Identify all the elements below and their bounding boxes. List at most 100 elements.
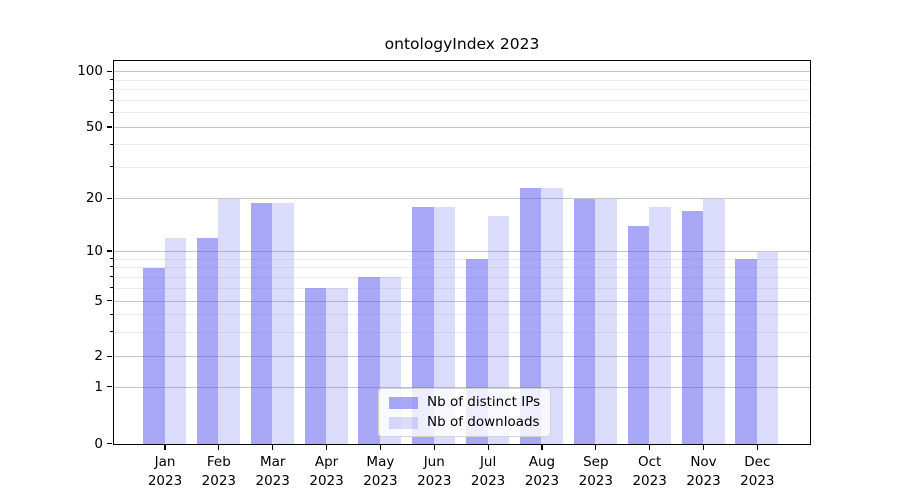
bar-nb-of-distinct-ips-may [358, 277, 380, 444]
bar-nb-of-downloads-jan [164, 237, 186, 444]
y-axis-label-20: 20 [85, 190, 103, 207]
gridline-minor-9 [114, 258, 810, 260]
bar-nb-of-distinct-ips-dec [735, 259, 757, 444]
gridline-minor-80 [114, 89, 810, 91]
y-tick-20 [106, 197, 112, 199]
x-axis-label-dec: Dec 2023 [740, 454, 775, 489]
y-minortick-60 [109, 111, 113, 113]
gridline-minor-6 [114, 287, 810, 289]
x-axis-label-feb: Feb 2023 [201, 454, 237, 489]
y-minortick-6 [109, 287, 113, 289]
x-tick-sep [595, 445, 597, 450]
x-axis-label-sep: Sep 2023 [578, 454, 613, 489]
x-tick-dec [756, 445, 758, 450]
x-axis-label-jun: Jun 2023 [417, 454, 452, 489]
y-tick-10 [106, 250, 112, 252]
bar-nb-of-distinct-ips-mar [250, 202, 273, 444]
x-tick-mar [272, 445, 274, 450]
legend-row-nb-of-downloads: Nb of downloads [389, 414, 540, 431]
bar-nb-of-downloads-oct [649, 206, 671, 444]
bar-nb-of-downloads-apr [326, 288, 348, 444]
x-tick-jan [164, 445, 166, 450]
gridline-major-2 [114, 356, 810, 358]
y-minortick-40 [109, 143, 113, 145]
gridline-minor-70 [114, 100, 810, 102]
plot-area: Nb of distinct IPs Nb of downloads [113, 60, 811, 445]
x-axis-label-may: May 2023 [363, 454, 398, 489]
bar-nb-of-downloads-nov [703, 198, 725, 444]
y-axis-label-5: 5 [94, 292, 103, 309]
x-axis-label-aug: Aug 2023 [524, 454, 560, 489]
y-minortick-80 [109, 88, 113, 90]
bar-nb-of-distinct-ips-aug [519, 188, 542, 444]
x-tick-oct [649, 445, 651, 450]
y-minortick-90 [109, 79, 113, 81]
x-tick-jun [433, 445, 435, 450]
x-axis-label-jan: Jan 2023 [147, 454, 183, 489]
legend-label-nb-of-distinct-ips: Nb of distinct IPs [427, 394, 541, 410]
bar-nb-of-distinct-ips-nov [681, 211, 703, 444]
y-axis-label-0: 0 [94, 435, 103, 452]
x-tick-feb [218, 445, 220, 450]
gridline-minor-4 [114, 314, 810, 316]
gridline-minor-30 [114, 166, 810, 168]
bar-nb-of-downloads-sep [595, 198, 617, 444]
y-axis-label-100: 100 [77, 63, 103, 80]
y-tick-100 [106, 70, 112, 73]
x-axis-label-nov: Nov 2023 [686, 454, 721, 489]
y-minortick-3 [109, 331, 113, 333]
x-tick-apr [325, 445, 328, 450]
x-axis-label-jul: Jul 2023 [470, 454, 506, 489]
gridline-minor-3 [114, 331, 810, 333]
y-tick-0 [106, 442, 112, 445]
gridline-major-20 [114, 198, 810, 200]
legend-label-nb-of-downloads: Nb of downloads [427, 414, 540, 430]
y-tick-5 [106, 300, 112, 302]
bar-nb-of-downloads-dec [756, 251, 779, 444]
legend-swatch-nb-of-downloads [389, 416, 418, 429]
chart-title: ontologyIndex 2023 [384, 35, 540, 53]
gridline-major-100 [114, 71, 810, 73]
y-axis-label-1: 1 [94, 378, 103, 395]
bar-nb-of-downloads-jun [433, 206, 456, 444]
x-axis-label-oct: Oct 2023 [632, 454, 667, 489]
gridline-minor-60 [114, 112, 810, 114]
bar-nb-of-distinct-ips-oct [627, 225, 650, 444]
y-axis-label-50: 50 [85, 118, 103, 135]
legend: Nb of distinct IPs Nb of downloads [378, 388, 552, 437]
gridline-major-5 [114, 300, 810, 302]
bar-nb-of-downloads-jul [487, 215, 510, 444]
gridline-major-10 [114, 251, 810, 253]
gridline-major-1 [114, 386, 810, 388]
y-minortick-4 [109, 313, 113, 315]
legend-row-nb-of-distinct-ips: Nb of distinct IPs [389, 394, 540, 411]
x-tick-jul [487, 445, 489, 450]
gridline-minor-8 [114, 267, 810, 268]
y-minortick-9 [109, 258, 113, 260]
bar-nb-of-downloads-mar [272, 202, 294, 444]
bar-nb-of-distinct-ips-feb [196, 237, 219, 444]
gridline-major-50 [114, 126, 810, 128]
y-tick-2 [106, 355, 112, 357]
x-axis-label-mar: Mar 2023 [255, 454, 290, 489]
x-tick-nov [702, 445, 705, 450]
bar-nb-of-distinct-ips-apr [304, 288, 327, 444]
y-minortick-70 [109, 99, 113, 101]
gridline-minor-7 [114, 276, 810, 278]
x-tick-aug [541, 445, 543, 450]
y-tick-1 [106, 385, 112, 388]
y-axis-label-2: 2 [94, 348, 103, 365]
bar-nb-of-distinct-ips-sep [573, 198, 596, 444]
legend-swatch-nb-of-distinct-ips [389, 396, 418, 409]
x-tick-may [379, 445, 381, 450]
bar-nb-of-distinct-ips-jun [412, 206, 434, 444]
bar-nb-of-downloads-feb [218, 198, 240, 444]
y-minortick-7 [109, 276, 113, 278]
x-axis-label-apr: Apr 2023 [309, 454, 344, 489]
y-axis-label-10: 10 [85, 243, 103, 259]
gridline-minor-90 [114, 79, 810, 81]
gridline-minor-40 [114, 144, 810, 146]
y-minortick-30 [109, 166, 113, 168]
y-minortick-8 [109, 266, 113, 268]
